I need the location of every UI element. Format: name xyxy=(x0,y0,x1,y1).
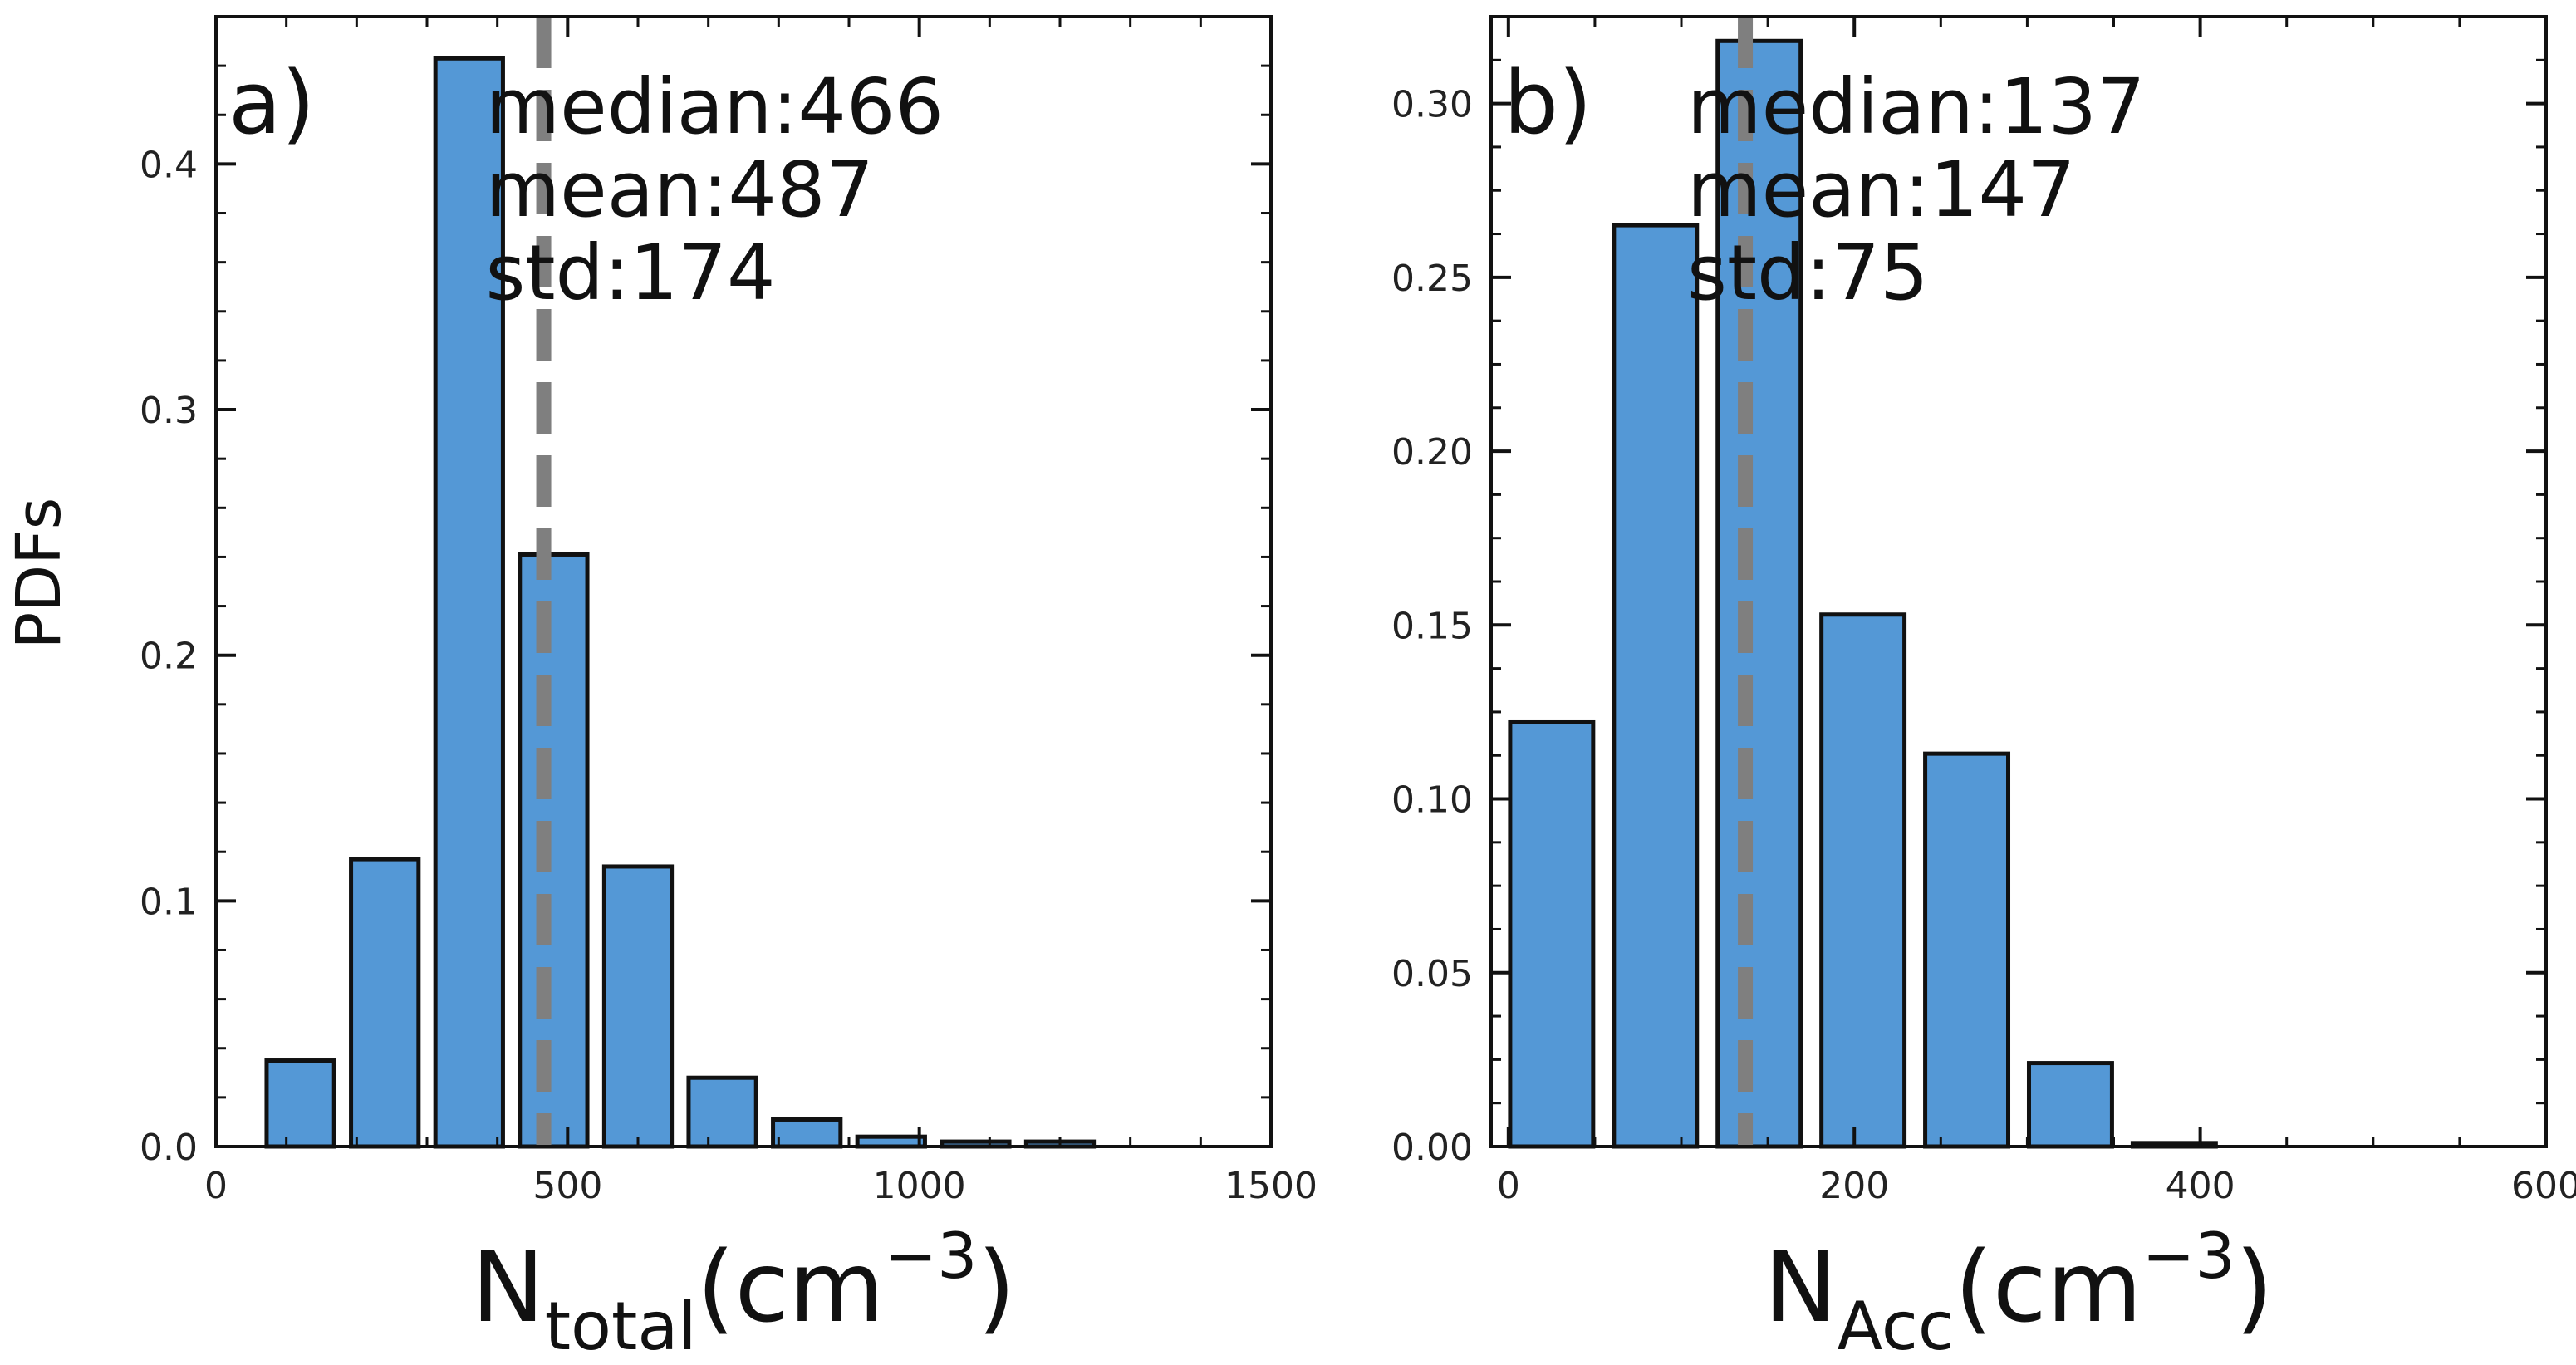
x-axis-label-sup: −3 xyxy=(884,1219,977,1293)
x-axis-label-base: N xyxy=(1764,1230,1837,1344)
x-tick-label: 600 xyxy=(2511,1165,2576,1207)
y-tick-label: 0.3 xyxy=(140,390,198,432)
bar-6 xyxy=(2026,1061,2114,1149)
y-tick-label: 0.2 xyxy=(140,636,198,678)
x-axis-label-sub: Acc xyxy=(1838,1288,1955,1365)
stat-std: std:75 xyxy=(1687,228,1928,317)
x-axis-label: Ntotal(cm−3) xyxy=(471,1219,1015,1365)
x-tick-label: 200 xyxy=(1819,1165,1889,1207)
bar-6 xyxy=(686,1075,758,1149)
bar-2 xyxy=(349,857,421,1149)
y-tick-label: 0.4 xyxy=(140,144,198,186)
panel-label: a) xyxy=(228,52,315,154)
panel-b: 0 200 400 600 0.00 0.05 0.10 0.15 0.20 0.25 0.30 b)… xyxy=(1391,15,2576,1365)
stat-mean: mean:487 xyxy=(486,145,875,234)
bar-2 xyxy=(1612,223,1700,1149)
bar-4 xyxy=(518,552,590,1149)
x-tick-label: 0 xyxy=(1497,1165,1520,1207)
bar-4 xyxy=(1819,612,1907,1149)
x-tick-label: 1000 xyxy=(873,1165,966,1207)
panel-a: 0 500 1000 1500 0.0 0.1 0.2 0.3 0.4 a) median:466m… xyxy=(140,15,1317,1365)
axes-frame xyxy=(214,15,1273,1148)
y-tick-label: 0.30 xyxy=(1391,84,1473,126)
y-tick-label: 0.25 xyxy=(1391,258,1473,300)
x-axis-label-base: N xyxy=(471,1230,544,1344)
bar-5 xyxy=(601,864,675,1149)
x-axis-label-close: ) xyxy=(2235,1230,2274,1344)
x-axis-label-close: ) xyxy=(978,1230,1016,1344)
y-tick-label: 0.15 xyxy=(1391,605,1473,647)
y-axis-label: PDFs xyxy=(3,498,75,650)
y-tick-label: 0.10 xyxy=(1391,779,1473,822)
bar-1 xyxy=(264,1058,336,1149)
y-tick-label: 0.05 xyxy=(1391,953,1473,995)
x-tick-label: 0 xyxy=(204,1165,228,1207)
stat-median: median:137 xyxy=(1687,62,2145,151)
stat-median: median:466 xyxy=(486,62,944,151)
stat-mean: mean:147 xyxy=(1687,145,2076,234)
x-axis-label-sup: −3 xyxy=(2142,1219,2235,1293)
y-tick-label: 0.0 xyxy=(140,1127,198,1169)
x-tick-label: 400 xyxy=(2166,1165,2235,1207)
x-tick-label: 500 xyxy=(532,1165,602,1207)
x-axis-label-unit: (cm xyxy=(1955,1230,2142,1344)
panel-label: b) xyxy=(1504,52,1592,154)
x-tick-label: 1500 xyxy=(1224,1165,1317,1207)
y-tick-label: 0.00 xyxy=(1391,1127,1473,1169)
x-axis-label-sub: total xyxy=(545,1288,697,1365)
y-tick-label: 0.20 xyxy=(1391,431,1473,474)
y-tick-label: 0.1 xyxy=(140,881,198,923)
bar-5 xyxy=(1923,751,2011,1149)
bar-1 xyxy=(1508,719,1596,1149)
stat-std: std:174 xyxy=(486,228,776,317)
bar-7 xyxy=(771,1117,843,1149)
x-axis-label-unit: (cm xyxy=(697,1230,885,1344)
bar-3 xyxy=(1715,38,1803,1149)
x-axis-label: NAcc(cm−3) xyxy=(1764,1219,2274,1365)
